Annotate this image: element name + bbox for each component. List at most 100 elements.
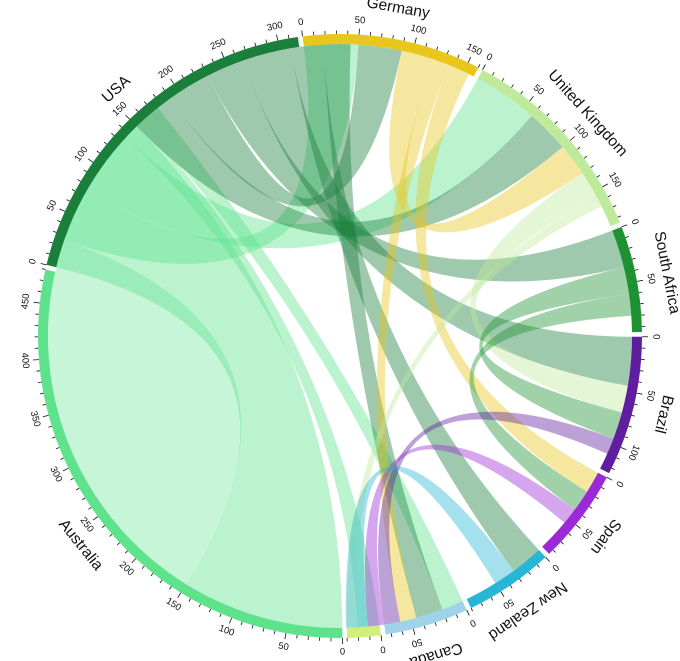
ribbon-usa-united-kingdom	[136, 98, 563, 237]
tick-usa-10	[45, 252, 50, 255]
tick-south-africa-10	[625, 236, 629, 238]
ribbon-australia-usa	[56, 126, 343, 629]
tick-australia-330	[51, 436, 56, 439]
tick-label-germany-100: 100	[409, 23, 427, 38]
tick-brazil-40	[638, 381, 642, 383]
tick-new-zealand-10	[536, 564, 540, 568]
tick-australia-300	[62, 467, 69, 472]
tick-australia-90	[240, 621, 243, 626]
tick-new-zealand-50	[500, 591, 505, 597]
tick-new-zealand-0	[545, 556, 550, 562]
sector-germany	[302, 34, 479, 77]
tick-usa-230	[201, 63, 204, 67]
sectors-layer	[37, 34, 642, 638]
tick-brazil-60	[634, 403, 638, 406]
tick-usa-260	[232, 49, 235, 54]
sector-spain	[542, 472, 607, 554]
tick-australia-220	[116, 542, 120, 546]
tick-label-germany-0: 0	[297, 17, 304, 29]
tick-usa-120	[103, 141, 107, 145]
tick-germany-120	[436, 46, 439, 51]
tick-canada-10	[456, 614, 459, 619]
tick-united-kingdom-90	[562, 129, 566, 133]
tick-usa-140	[118, 124, 122, 128]
tick-germany-70	[381, 33, 383, 37]
tick-new-zealand-30	[519, 578, 522, 582]
tick-usa-220	[191, 68, 194, 73]
tick-spain-50	[575, 524, 581, 529]
tick-germany-110	[425, 42, 428, 47]
tick-australia-40	[296, 634, 298, 639]
tick-germany-90	[403, 37, 406, 41]
tick-brazil-50	[636, 392, 643, 395]
tick-australia-140	[188, 598, 191, 602]
tick-label-usa-300: 300	[266, 20, 284, 34]
tick-usa-300	[276, 34, 279, 41]
tick-label-australia-400: 400	[19, 352, 31, 369]
tick-sweden-0	[380, 635, 383, 642]
ribbon-usa-brazil	[242, 48, 632, 386]
tick-usa-70	[71, 189, 76, 192]
tick-australia-180	[150, 572, 154, 577]
sector-sweden	[346, 625, 381, 638]
ribbon-usa-canada	[323, 44, 443, 618]
tick-label-spain-50: 50	[579, 526, 594, 541]
ribbon-south-africa-brazil	[479, 267, 629, 439]
tick-label-united-kingdom-0: 0	[484, 51, 494, 63]
tick-brazil-120	[611, 467, 615, 470]
tick-spain-20	[595, 496, 599, 500]
tick-canada-40	[424, 625, 426, 630]
tick-label-canada-50: 50	[410, 636, 423, 649]
sector-label-usa: USA	[99, 72, 135, 106]
tick-new-zealand-80	[470, 607, 473, 612]
tick-label-new-zealand-0: 0	[550, 562, 561, 574]
tick-south-africa-60	[638, 291, 643, 293]
sector-brazil	[600, 336, 642, 474]
ribbon-new-zealand-canada	[345, 466, 514, 628]
ribbon-usa-south-africa	[207, 60, 624, 282]
tick-label-new-zealand-50: 50	[501, 596, 516, 611]
tick-label-canada-0: 0	[468, 617, 477, 629]
tick-usa-150	[125, 114, 130, 120]
tick-germany-150	[467, 56, 472, 63]
tick-usa-200	[170, 78, 175, 85]
tick-label-united-kingdom-50: 50	[531, 82, 546, 97]
tick-label-usa-100: 100	[72, 145, 90, 164]
tick-label-germany-150: 150	[465, 42, 484, 59]
tick-germany-100	[414, 37, 417, 44]
tick-canada-30	[434, 622, 437, 627]
tick-canada-50	[413, 628, 416, 635]
tick-usa-0	[40, 263, 47, 266]
tick-australia-340	[48, 425, 52, 428]
tick-united-kingdom-30	[511, 84, 514, 88]
sector-label-spain: Spain	[587, 516, 624, 558]
tick-united-kingdom-100	[569, 136, 576, 141]
sector-south-africa	[612, 226, 642, 333]
tick-united-kingdom-150	[602, 183, 608, 188]
ribbon-australia-germany	[64, 44, 359, 264]
tick-australia-160	[169, 586, 172, 590]
tick-spain-40	[582, 515, 586, 519]
ribbon-germany-spain	[415, 65, 598, 492]
tick-label-australia-200: 200	[117, 559, 136, 578]
ribbon-usa-new-zealand	[290, 44, 539, 571]
sector-new-zealand	[466, 549, 546, 609]
tick-spain-0	[606, 477, 613, 481]
tick-united-kingdom-140	[596, 174, 601, 178]
tick-usa-30	[52, 230, 57, 233]
tick-label-australia-0: 0	[340, 646, 345, 657]
ribbon-australia-united-kingdom	[86, 78, 532, 249]
tick-australia-360	[42, 403, 46, 406]
tick-australia-310	[60, 457, 64, 460]
tick-united-kingdom-110	[577, 146, 581, 150]
tick-label-usa-50: 50	[45, 199, 59, 213]
tick-brazil-90	[624, 436, 629, 439]
ribbon-brazil-canada	[378, 411, 614, 625]
tick-canada-20	[445, 618, 448, 623]
tick-label-australia-450: 450	[20, 293, 33, 310]
tick-south-africa-20	[628, 246, 633, 249]
sector-label-sweden: Sweden	[338, 657, 395, 661]
tick-australia-130	[198, 603, 201, 608]
tick-united-kingdom-130	[590, 165, 594, 168]
tick-usa-270	[243, 45, 246, 50]
